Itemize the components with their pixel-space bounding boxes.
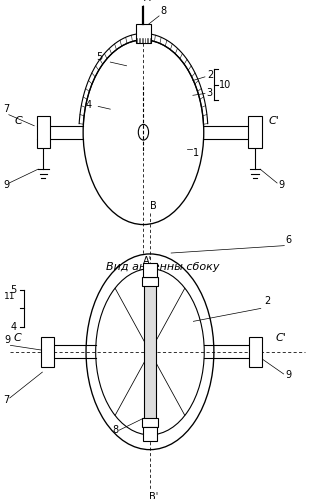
Text: 9: 9 [279, 180, 285, 190]
Text: 9: 9 [4, 334, 10, 345]
Text: 7: 7 [3, 395, 9, 405]
Text: A: A [144, 0, 151, 3]
Text: 7: 7 [3, 104, 9, 114]
Text: C': C' [275, 333, 286, 343]
Bar [142, 277, 158, 286]
Text: C: C [13, 333, 21, 343]
Bar [143, 263, 157, 277]
Bar [249, 337, 262, 367]
Text: 8: 8 [160, 6, 167, 16]
Text: C: C [15, 116, 22, 126]
Text: 4: 4 [86, 99, 92, 110]
Text: A': A' [143, 256, 152, 266]
Text: 9: 9 [285, 370, 291, 380]
Text: 10: 10 [219, 80, 231, 90]
Text: 4: 4 [10, 322, 17, 332]
Text: 1: 1 [193, 148, 199, 158]
Text: 5: 5 [96, 51, 102, 61]
Bar [136, 24, 151, 43]
Bar [142, 418, 158, 427]
Text: 8: 8 [112, 425, 119, 435]
Text: 6: 6 [285, 235, 291, 245]
Text: Вид антенны сбоку: Вид антенны сбоку [106, 262, 220, 272]
Text: C': C' [269, 116, 280, 126]
Text: 11: 11 [4, 292, 15, 301]
Bar [41, 337, 54, 367]
Text: 2: 2 [207, 70, 213, 80]
Text: 2: 2 [264, 296, 270, 306]
Text: B': B' [149, 492, 158, 499]
Bar [248, 116, 262, 149]
Bar [37, 116, 50, 149]
Text: 3: 3 [207, 88, 213, 98]
Text: 5: 5 [10, 285, 17, 295]
Text: B: B [151, 202, 157, 212]
Text: 9: 9 [3, 180, 9, 190]
Bar [144, 277, 156, 427]
Bar [143, 427, 157, 441]
